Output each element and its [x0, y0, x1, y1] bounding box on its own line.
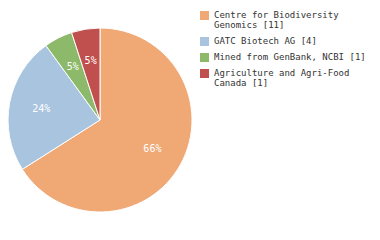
- svg-text:5%: 5%: [67, 61, 79, 72]
- html-text:Genomics [11]: Genomics [11]: [214, 20, 285, 30]
- svg-text:66%: 66%: [143, 143, 161, 154]
- html-text:Canada [1]: Canada [1]: [214, 78, 269, 88]
- html-text:Agriculture and Agri-Food: Agriculture and Agri-Food: [214, 68, 350, 78]
- svg-text:24%: 24%: [32, 103, 50, 114]
- html-text:Centre for Biodiversity: Centre for Biodiversity: [214, 10, 339, 20]
- html-text:GATC Biotech AG [4]: GATC Biotech AG [4]: [214, 36, 317, 46]
- html-text:Mined from GenBank, NCBI [1]: Mined from GenBank, NCBI [1]: [214, 52, 366, 62]
- svg-text:5%: 5%: [85, 55, 97, 66]
